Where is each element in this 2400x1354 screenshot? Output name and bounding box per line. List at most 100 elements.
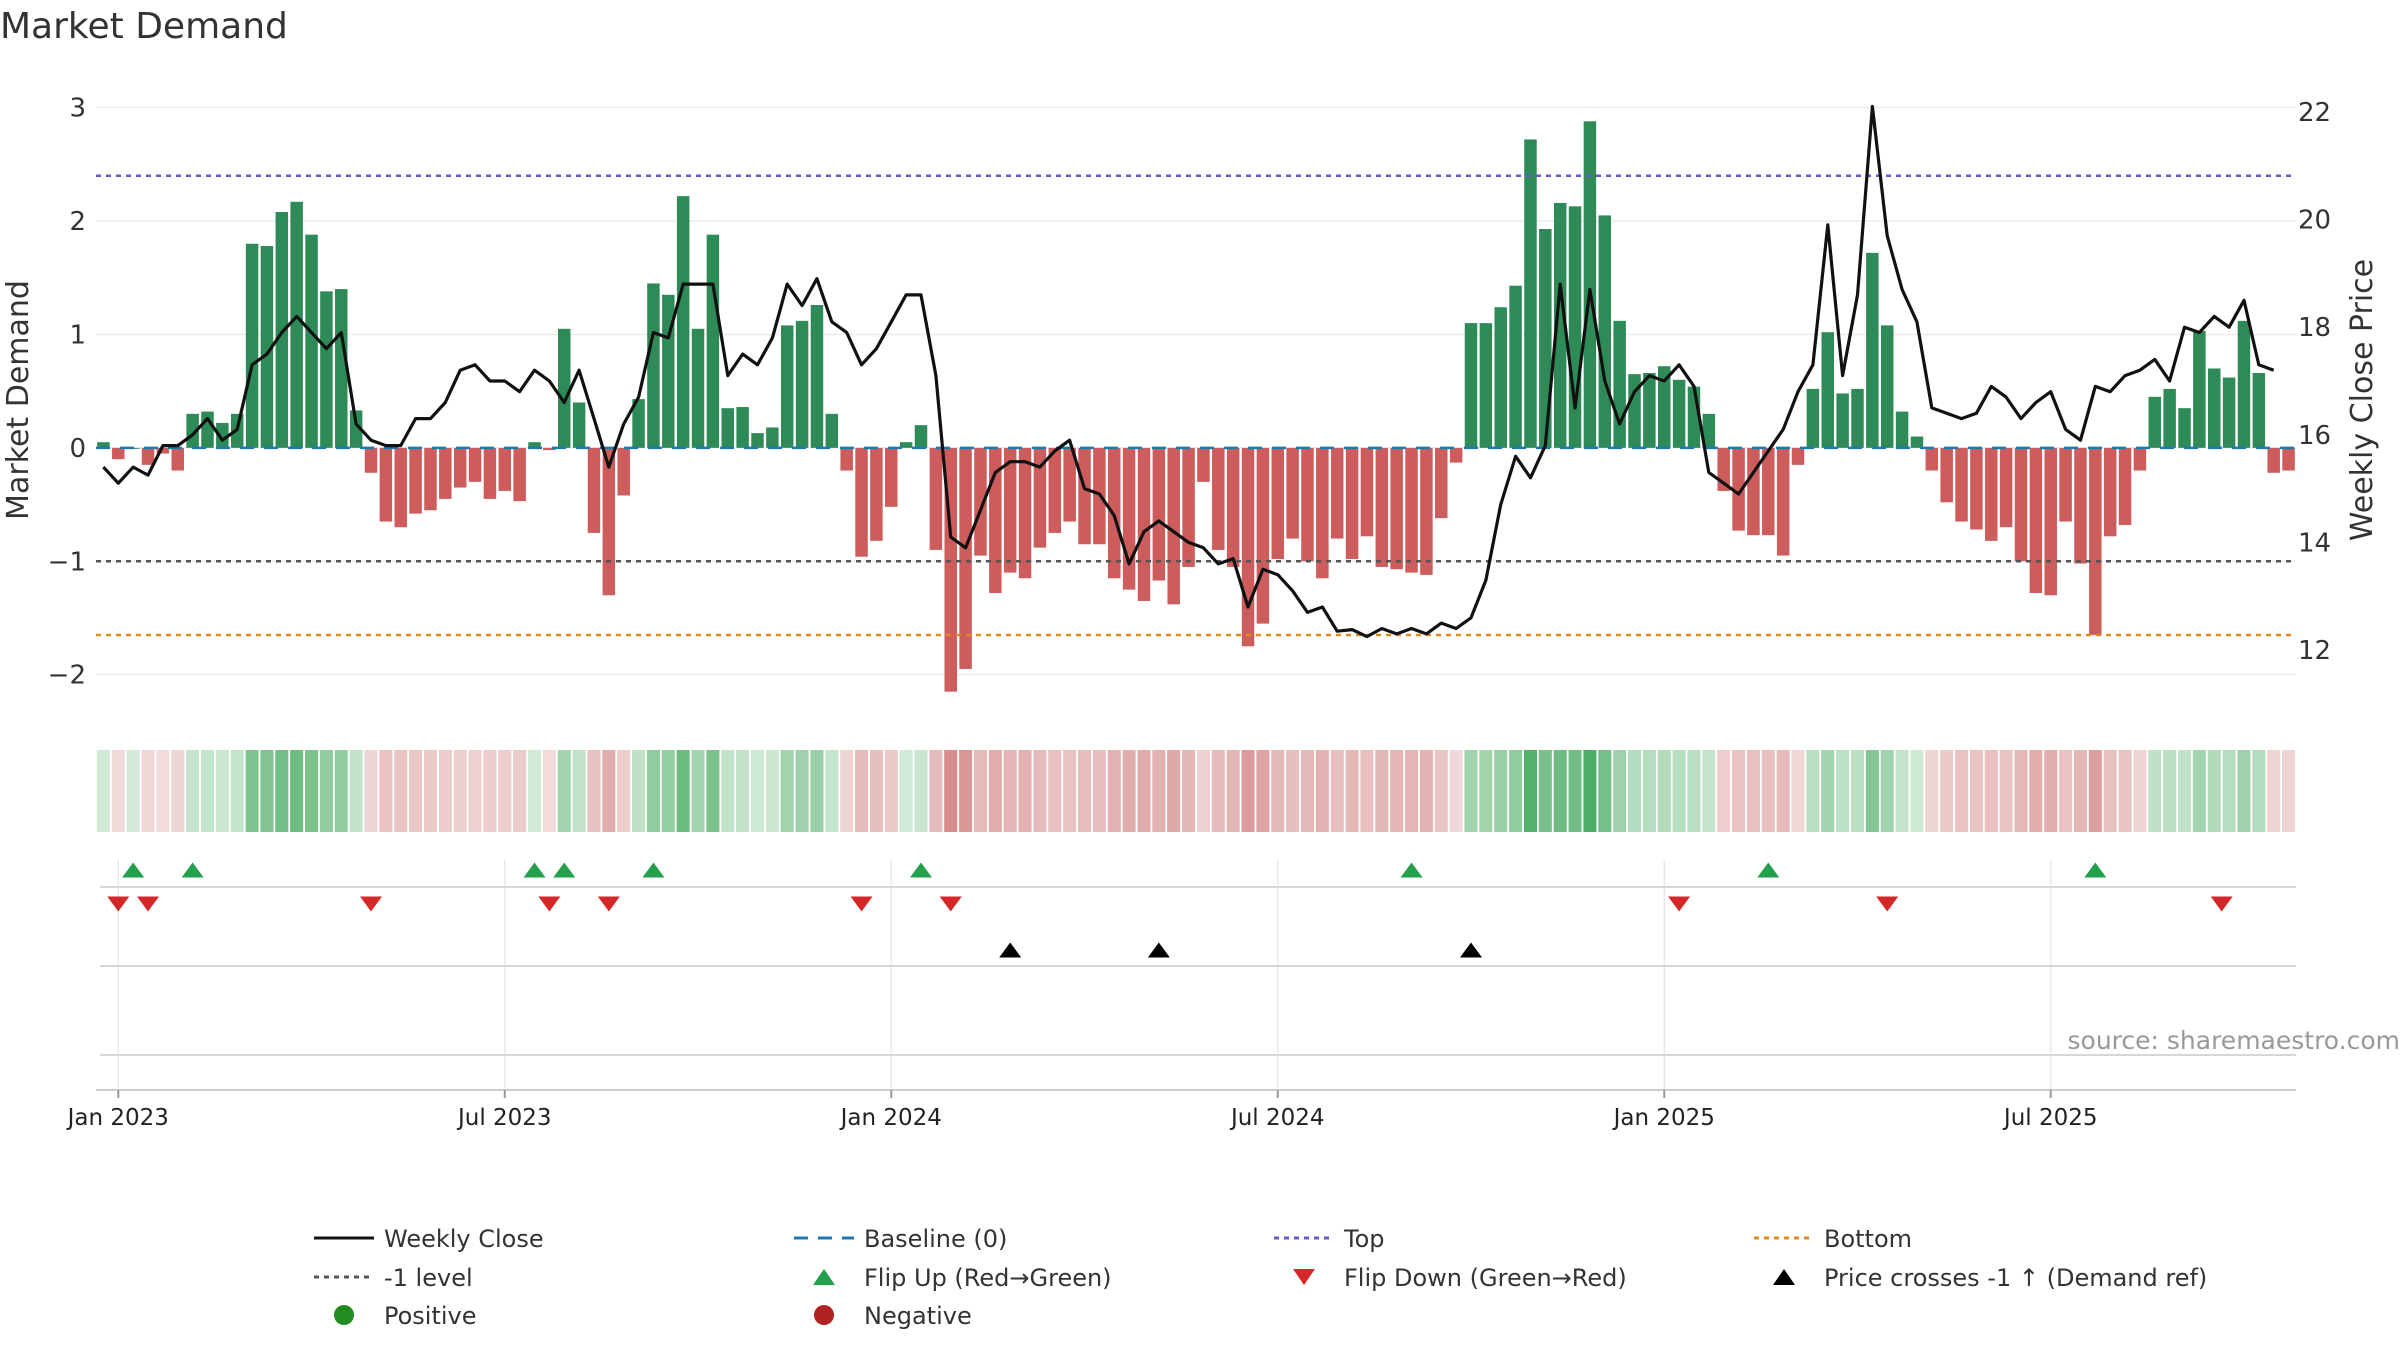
demand-bar <box>365 448 377 473</box>
demand-bar <box>1955 448 1967 522</box>
heat-cell <box>1910 750 1923 832</box>
demand-bar <box>2059 448 2071 522</box>
demand-bar <box>796 321 808 448</box>
demand-bar <box>2253 373 2265 448</box>
demand-bar <box>1777 448 1789 556</box>
demand-bar <box>1584 121 1596 448</box>
heat-cell <box>1955 750 1968 832</box>
heat-cell <box>1687 750 1700 832</box>
heat-cell <box>1762 750 1775 832</box>
heat-cell <box>617 750 630 832</box>
demand-bar <box>1509 286 1521 448</box>
heat-cell <box>1108 750 1121 832</box>
chart-title: Market Demand <box>0 6 288 47</box>
heat-cell <box>1732 750 1745 832</box>
heat-cell <box>156 750 169 832</box>
demand-bar <box>1450 448 1462 463</box>
demand-bar <box>1836 393 1848 447</box>
heat-cell <box>1940 750 1953 832</box>
heat-cell <box>736 750 749 832</box>
heat-cell <box>1390 750 1403 832</box>
heat-cell <box>1821 750 1834 832</box>
demand-bar <box>1494 307 1506 448</box>
demand-bar <box>1049 448 1061 533</box>
demand-bar <box>1420 448 1432 575</box>
heat-cell <box>1078 750 1091 832</box>
heat-cell <box>454 750 467 832</box>
heat-cell <box>766 750 779 832</box>
legend-flip-down-label: Flip Down (Green→Red) <box>1344 1264 1627 1292</box>
x-tick-label: Jul 2024 <box>1229 1105 1325 1131</box>
heat-cell <box>1182 750 1195 832</box>
x-tick-label: Jan 2025 <box>1612 1105 1715 1131</box>
demand-bar <box>1331 448 1343 539</box>
demand-bar <box>1123 448 1135 590</box>
demand-bar <box>290 202 302 448</box>
heat-cell <box>691 750 704 832</box>
demand-bar <box>2074 448 2086 564</box>
demand-bar <box>1881 325 1893 447</box>
demand-bar <box>1376 448 1388 567</box>
demand-bar <box>2119 448 2131 525</box>
y-tick-label: 3 <box>69 94 86 124</box>
heat-cell <box>1866 750 1879 832</box>
demand-bar <box>855 448 867 557</box>
demand-bar <box>2134 448 2146 471</box>
demand-bar <box>1197 448 1209 482</box>
heat-cell <box>1316 750 1329 832</box>
heat-cell <box>350 750 363 832</box>
heat-cell <box>1241 750 1254 832</box>
heat-cell <box>2282 750 2295 832</box>
y2-tick-label: 20 <box>2298 206 2331 236</box>
demand-bar <box>1613 321 1625 448</box>
demand-bar <box>1747 448 1759 535</box>
heat-cell <box>1658 750 1671 832</box>
heat-cell <box>112 750 125 832</box>
heat-cell <box>781 750 794 832</box>
demand-bar <box>1019 448 1031 578</box>
heat-cell <box>528 750 541 832</box>
demand-bar <box>1524 139 1536 447</box>
heat-cell <box>1717 750 1730 832</box>
heat-cell <box>1420 750 1433 832</box>
heat-cell <box>1212 750 1225 832</box>
demand-bar <box>2163 389 2175 448</box>
demand-bar <box>2223 378 2235 448</box>
heat-cell <box>1033 750 1046 832</box>
demand-bar <box>1167 448 1179 604</box>
demand-bar <box>1866 253 1878 448</box>
heat-cell <box>1286 750 1299 832</box>
heat-cell <box>1331 750 1344 832</box>
demand-bar <box>2104 448 2116 536</box>
demand-bar <box>677 196 689 448</box>
heat-cell <box>2119 750 2132 832</box>
demand-bar <box>1286 448 1298 539</box>
demand-bar <box>1182 448 1194 567</box>
heat-cell <box>2237 750 2250 832</box>
demand-bar <box>320 291 332 447</box>
heat-cell <box>1628 750 1641 832</box>
heat-cell <box>1925 750 1938 832</box>
x-tick-label: Jul 2025 <box>2002 1105 2098 1131</box>
demand-bar <box>707 235 719 448</box>
heat-cell <box>2104 750 2117 832</box>
heat-cell <box>1271 750 1284 832</box>
demand-bar <box>305 235 317 448</box>
legend-minus-one-label: -1 level <box>384 1264 473 1292</box>
heat-cell <box>513 750 526 832</box>
demand-bar <box>2044 448 2056 595</box>
demand-bar <box>1346 448 1358 559</box>
heat-cell <box>379 750 392 832</box>
heat-cell <box>216 750 229 832</box>
demand-bar <box>394 448 406 527</box>
y2-tick-label: 22 <box>2298 98 2331 128</box>
demand-bar <box>469 448 481 482</box>
heat-cell <box>2133 750 2146 832</box>
heat-cell <box>1197 750 1210 832</box>
heat-cell <box>246 750 259 832</box>
heat-cell <box>364 750 377 832</box>
demand-bar <box>1405 448 1417 573</box>
demand-bar <box>1138 448 1150 601</box>
heat-cell <box>1450 750 1463 832</box>
